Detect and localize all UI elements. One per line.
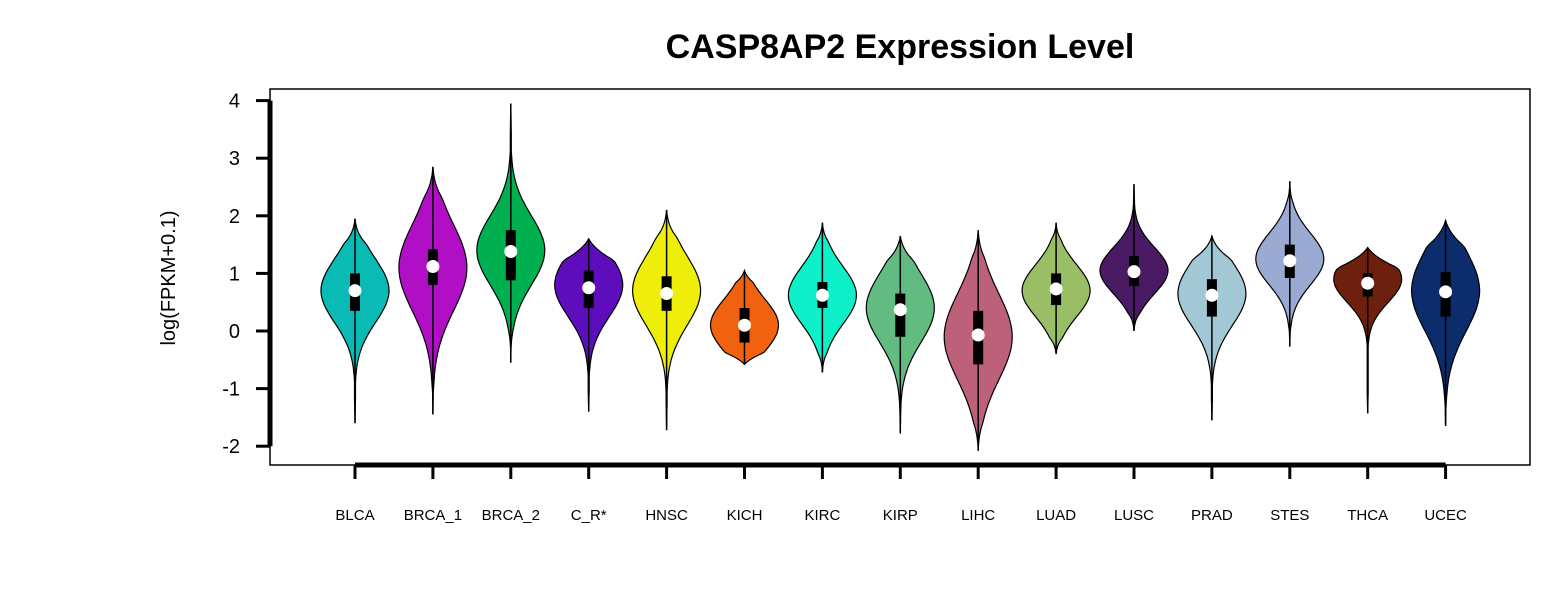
y-tick-label: 0 bbox=[229, 321, 240, 343]
x-tick-label: PRAD bbox=[1191, 507, 1233, 524]
median-point-PRAD bbox=[1205, 288, 1219, 302]
x-tick-label: KIRC bbox=[804, 507, 840, 524]
x-tick-label: LUSC bbox=[1114, 507, 1154, 524]
x-tick-label: BRCA_1 bbox=[404, 507, 462, 524]
violins-group bbox=[320, 103, 1481, 451]
median-point-LUSC bbox=[1127, 265, 1141, 279]
y-tick-label: -2 bbox=[222, 436, 240, 458]
x-tick-label: LIHC bbox=[961, 507, 995, 524]
x-tick-label: STES bbox=[1270, 507, 1309, 524]
y-tick-label: 4 bbox=[229, 91, 240, 113]
median-point-BRCA_1 bbox=[426, 259, 440, 273]
median-point-THCA bbox=[1361, 276, 1375, 290]
median-point-BRCA_2 bbox=[504, 245, 518, 259]
median-point-BLCA bbox=[348, 284, 362, 298]
x-tick-label: UCEC bbox=[1424, 507, 1467, 524]
y-axis: -2 -1 0 1 2 3 4 bbox=[222, 91, 273, 458]
median-point-HNSC bbox=[660, 287, 674, 301]
x-tick-label: KICH bbox=[727, 507, 763, 524]
median-point-UCEC bbox=[1439, 285, 1453, 299]
median-point-KIRP bbox=[893, 303, 907, 317]
median-point-C_R* bbox=[582, 281, 596, 295]
y-tick-label: 3 bbox=[229, 148, 240, 170]
x-tick-label: BLCA bbox=[335, 507, 374, 524]
y-tick-label: 2 bbox=[229, 206, 240, 228]
y-tick-label: 1 bbox=[229, 263, 240, 285]
y-axis-label: log(FPKM+0.1) bbox=[158, 210, 180, 345]
median-point-KICH bbox=[738, 318, 751, 332]
x-axis: BLCA BRCA_1 BRCA_2 C_R* HNSC KICH KIRC KIRP LIHC… bbox=[335, 462, 1467, 524]
x-tick-label: THCA bbox=[1347, 507, 1388, 524]
x-tick-label: HNSC bbox=[645, 507, 688, 524]
median-point-STES bbox=[1283, 254, 1297, 268]
median-point-LIHC bbox=[971, 328, 985, 342]
median-point-KIRC bbox=[815, 288, 829, 302]
median-point-LUAD bbox=[1049, 282, 1063, 296]
x-tick-label: LUAD bbox=[1036, 507, 1076, 524]
x-tick-label: KIRP bbox=[883, 507, 918, 524]
y-tick-label: -1 bbox=[222, 379, 240, 401]
chart-title: CASP8AP2 Expression Level bbox=[666, 28, 1135, 66]
x-tick-label: BRCA_2 bbox=[482, 507, 540, 524]
x-tick-label: C_R* bbox=[571, 507, 607, 524]
